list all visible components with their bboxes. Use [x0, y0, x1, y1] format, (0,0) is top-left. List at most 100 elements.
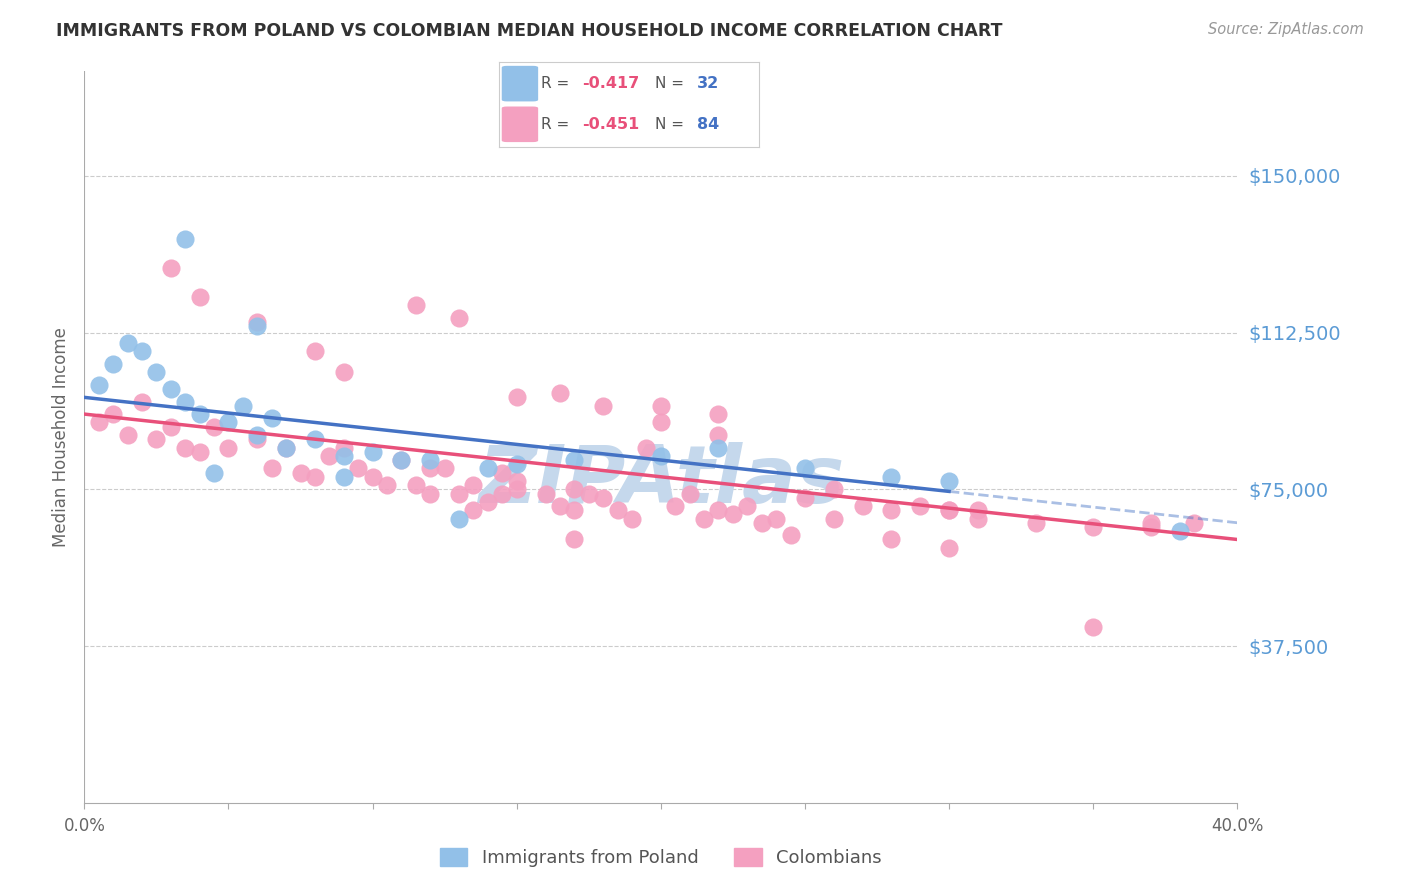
Point	[938, 541, 960, 555]
Point	[347, 461, 370, 475]
Point	[664, 499, 686, 513]
Point	[1083, 620, 1105, 634]
Point	[794, 491, 817, 505]
Point	[650, 399, 672, 413]
Point	[548, 499, 571, 513]
Point	[564, 533, 586, 547]
Point	[823, 483, 845, 497]
Point	[534, 486, 557, 500]
Point	[491, 466, 513, 480]
FancyBboxPatch shape	[502, 66, 538, 102]
Point	[592, 399, 614, 413]
Point	[1140, 516, 1163, 530]
Point	[246, 315, 269, 329]
Point	[160, 382, 183, 396]
Point	[202, 419, 225, 434]
Point	[131, 344, 153, 359]
Point	[693, 511, 716, 525]
Point	[202, 466, 225, 480]
Point	[304, 344, 326, 359]
Point	[506, 474, 529, 488]
Point	[131, 394, 153, 409]
Point	[391, 453, 413, 467]
Point	[449, 310, 471, 325]
Point	[823, 511, 845, 525]
Text: 32: 32	[697, 76, 718, 91]
Text: N =: N =	[655, 76, 689, 91]
Point	[779, 528, 801, 542]
Point	[707, 428, 730, 442]
Point	[852, 499, 875, 513]
Text: Source: ZipAtlas.com: Source: ZipAtlas.com	[1208, 22, 1364, 37]
Point	[707, 441, 730, 455]
Point	[880, 533, 903, 547]
Text: ZIPAtlas: ZIPAtlas	[478, 442, 844, 520]
Text: IMMIGRANTS FROM POLAND VS COLOMBIAN MEDIAN HOUSEHOLD INCOME CORRELATION CHART: IMMIGRANTS FROM POLAND VS COLOMBIAN MEDI…	[56, 22, 1002, 40]
Point	[477, 495, 499, 509]
Point	[938, 503, 960, 517]
Point	[506, 390, 529, 404]
Text: 84: 84	[697, 117, 718, 132]
Point	[606, 503, 628, 517]
Point	[218, 441, 240, 455]
Text: R =: R =	[541, 117, 574, 132]
Point	[938, 474, 960, 488]
Point	[276, 441, 298, 455]
Point	[967, 503, 990, 517]
Point	[721, 508, 744, 522]
Point	[880, 470, 903, 484]
Point	[333, 365, 356, 379]
Point	[260, 411, 283, 425]
Point	[290, 466, 312, 480]
Point	[304, 432, 326, 446]
Point	[333, 441, 356, 455]
Point	[405, 298, 427, 312]
Point	[333, 449, 356, 463]
Text: R =: R =	[541, 76, 574, 91]
Point	[117, 336, 139, 351]
Point	[103, 357, 124, 371]
Point	[333, 470, 356, 484]
Point	[260, 461, 283, 475]
Point	[679, 486, 702, 500]
Point	[103, 407, 124, 421]
Point	[419, 461, 441, 475]
Point	[506, 457, 529, 471]
Point	[160, 260, 183, 275]
Point	[188, 444, 211, 458]
Point	[449, 511, 471, 525]
Text: -0.417: -0.417	[582, 76, 640, 91]
Point	[880, 503, 903, 517]
Point	[564, 483, 586, 497]
Point	[304, 470, 326, 484]
Point	[650, 449, 672, 463]
Point	[391, 453, 413, 467]
Y-axis label: Median Household Income: Median Household Income	[52, 327, 70, 547]
Point	[1140, 520, 1163, 534]
Point	[707, 407, 730, 421]
Point	[765, 511, 787, 525]
Point	[246, 319, 269, 334]
Point	[621, 511, 644, 525]
Point	[218, 416, 240, 430]
Point	[463, 503, 485, 517]
Point	[751, 516, 773, 530]
Point	[419, 486, 441, 500]
Point	[246, 432, 269, 446]
Point	[1025, 516, 1047, 530]
Text: -0.451: -0.451	[582, 117, 640, 132]
Point	[433, 461, 456, 475]
Point	[548, 386, 571, 401]
Point	[117, 428, 139, 442]
Point	[87, 416, 110, 430]
Point	[419, 453, 441, 467]
Point	[174, 441, 197, 455]
Point	[592, 491, 614, 505]
Point	[375, 478, 398, 492]
Point	[174, 394, 197, 409]
Point	[737, 499, 759, 513]
Point	[188, 290, 211, 304]
Point	[449, 486, 471, 500]
Point	[405, 478, 427, 492]
Point	[506, 483, 529, 497]
